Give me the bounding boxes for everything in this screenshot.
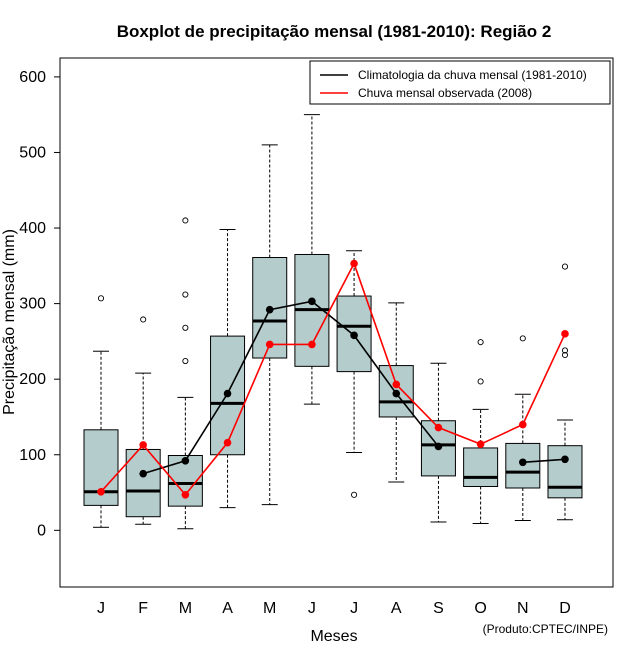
series-line [522, 458, 566, 464]
series-point [561, 455, 569, 464]
y-tick-label: 200 [19, 371, 46, 388]
series-point [265, 305, 274, 314]
plot-frame [59, 57, 614, 588]
series-point [350, 331, 358, 340]
series-point [139, 469, 147, 478]
series-point [434, 442, 443, 451]
x-tick-label: M [179, 600, 192, 617]
outlier-point [477, 339, 484, 346]
series-point [223, 389, 232, 398]
chart-title: Boxplot de precipitação mensal (1981-201… [117, 22, 552, 41]
x-tick-label: S [433, 600, 444, 617]
box-M [167, 217, 203, 530]
x-tick-label: N [517, 600, 529, 617]
x-tick-label: D [559, 600, 571, 617]
series-line [100, 261, 566, 497]
box-F [125, 316, 161, 525]
series-point [181, 456, 190, 465]
x-axis-label: Meses [310, 628, 357, 645]
y-axis: 0 100 200 300 400 500 600 [19, 69, 60, 539]
series-point [181, 491, 190, 499]
outlier-point [182, 291, 189, 298]
legend-label-climatology: Climatologia da chuva mensal (1981-2010) [358, 68, 587, 82]
y-tick-label: 500 [19, 144, 46, 161]
series-point [392, 380, 401, 389]
series-point [265, 340, 274, 349]
box-O [463, 339, 499, 525]
box-J [294, 114, 330, 405]
y-tick-label: 400 [19, 220, 46, 237]
box-D [547, 263, 583, 521]
y-tick-label: 300 [19, 296, 46, 313]
outlier-point [561, 263, 569, 270]
series-point [97, 487, 105, 496]
outlier-point [182, 357, 189, 365]
boxes [83, 114, 583, 530]
x-tick-label: O [474, 600, 486, 617]
box-iqr [125, 448, 161, 518]
series-point [519, 458, 527, 467]
series-point [308, 297, 316, 306]
legend-label-observed: Chuva mensal observada (2008) [358, 86, 532, 100]
series-lines [97, 259, 569, 499]
series-point [434, 423, 443, 432]
series-climatology [139, 297, 569, 478]
y-axis-label: Precipitação mensal (mm) [1, 229, 18, 415]
series-line [142, 300, 440, 475]
y-tick-label: 600 [19, 69, 46, 86]
outlier-point [519, 335, 526, 342]
outlier-point [561, 347, 569, 354]
outlier-point [477, 378, 484, 385]
series-point [223, 438, 232, 447]
x-tick-label: J [350, 600, 358, 617]
outlier-point [351, 491, 358, 498]
x-tick-label: J [97, 600, 105, 617]
x-tick-label: A [391, 600, 402, 617]
series-point [519, 420, 527, 429]
series-point [392, 389, 401, 398]
x-tick-label: A [222, 600, 233, 617]
y-tick-label: 100 [19, 447, 46, 464]
credit-text: (Produto:CPTEC/INPE) [483, 622, 608, 636]
legend-box [309, 60, 611, 105]
x-tick-label: J [308, 600, 316, 617]
legend: Climatologia da chuva mensal (1981-2010)… [309, 60, 611, 105]
outlier-point [561, 351, 569, 359]
outlier-point [140, 316, 147, 323]
outlier-point [182, 217, 189, 224]
box-M [252, 144, 288, 506]
outlier-point [97, 295, 105, 302]
x-tick-label: M [263, 600, 276, 617]
series-point [139, 441, 147, 449]
series-point [350, 259, 358, 268]
series-point [561, 330, 569, 338]
series-point [476, 440, 485, 448]
box-iqr [547, 445, 583, 499]
box-iqr [463, 447, 499, 487]
outlier-point [182, 324, 189, 331]
series-point [308, 340, 316, 349]
y-tick-label: 0 [37, 522, 46, 539]
x-tick-label: F [138, 600, 148, 617]
series-observed [97, 259, 569, 499]
